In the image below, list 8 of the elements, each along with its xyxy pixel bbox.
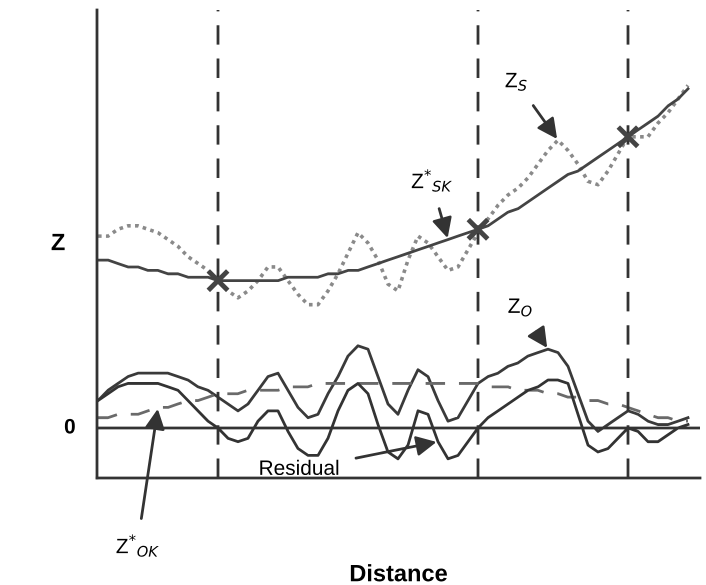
text: Z$_{S}$ [506,72,527,91]
ref-line-label: 0 [64,418,75,434]
series-label: Z$_{O}$ [508,298,532,316]
y-axis-title: Z [52,234,65,250]
series-label: Residual [260,460,338,476]
text: Z$^{*}$$_{OK}$ [116,534,159,557]
series-label: Z$^{*}$$_{SK}$ [412,169,452,192]
x-axis-title: Distance [350,564,447,582]
